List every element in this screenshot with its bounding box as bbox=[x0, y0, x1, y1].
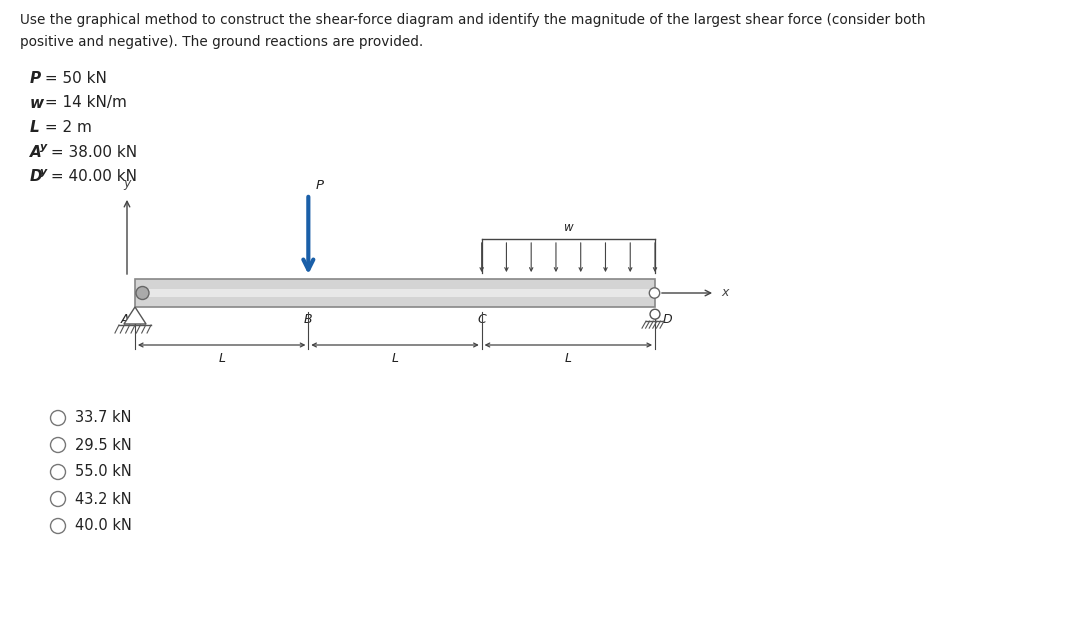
Text: D: D bbox=[30, 169, 42, 184]
Circle shape bbox=[51, 437, 66, 452]
Text: D: D bbox=[662, 313, 672, 326]
Text: A: A bbox=[121, 313, 130, 326]
Text: = 38.00 kN: = 38.00 kN bbox=[46, 145, 137, 159]
Text: = 50 kN: = 50 kN bbox=[40, 71, 107, 86]
Text: = 14 kN/m: = 14 kN/m bbox=[40, 95, 126, 110]
Text: x: x bbox=[721, 287, 728, 300]
Text: P: P bbox=[30, 71, 41, 86]
Circle shape bbox=[51, 411, 66, 426]
Text: 55.0 kN: 55.0 kN bbox=[75, 465, 132, 480]
Text: Use the graphical method to construct the shear-force diagram and identify the m: Use the graphical method to construct th… bbox=[21, 13, 926, 27]
Text: y: y bbox=[123, 177, 131, 190]
Circle shape bbox=[136, 287, 149, 300]
Text: C: C bbox=[477, 313, 486, 326]
Text: L: L bbox=[391, 352, 399, 365]
Text: positive and negative). The ground reactions are provided.: positive and negative). The ground react… bbox=[21, 35, 423, 49]
Circle shape bbox=[51, 492, 66, 506]
Text: w: w bbox=[30, 95, 44, 110]
Bar bbox=[135, 279, 654, 307]
Text: L: L bbox=[218, 352, 225, 365]
Text: 33.7 kN: 33.7 kN bbox=[75, 411, 132, 426]
Circle shape bbox=[51, 465, 66, 480]
Text: 43.2 kN: 43.2 kN bbox=[75, 492, 132, 506]
Text: B: B bbox=[305, 313, 312, 326]
Text: = 40.00 kN: = 40.00 kN bbox=[46, 169, 137, 184]
Circle shape bbox=[51, 518, 66, 533]
Circle shape bbox=[650, 309, 660, 319]
Text: y: y bbox=[40, 142, 46, 152]
Bar bbox=[137, 289, 653, 297]
Circle shape bbox=[649, 288, 660, 298]
Text: L: L bbox=[565, 352, 571, 365]
Polygon shape bbox=[124, 307, 146, 324]
Text: 40.0 kN: 40.0 kN bbox=[75, 518, 132, 533]
Text: A: A bbox=[30, 145, 42, 159]
Text: 29.5 kN: 29.5 kN bbox=[75, 437, 132, 452]
Text: P: P bbox=[315, 179, 323, 192]
Text: w: w bbox=[564, 221, 573, 234]
Text: y: y bbox=[40, 166, 46, 176]
Text: L: L bbox=[30, 120, 40, 135]
Text: = 2 m: = 2 m bbox=[40, 120, 92, 135]
